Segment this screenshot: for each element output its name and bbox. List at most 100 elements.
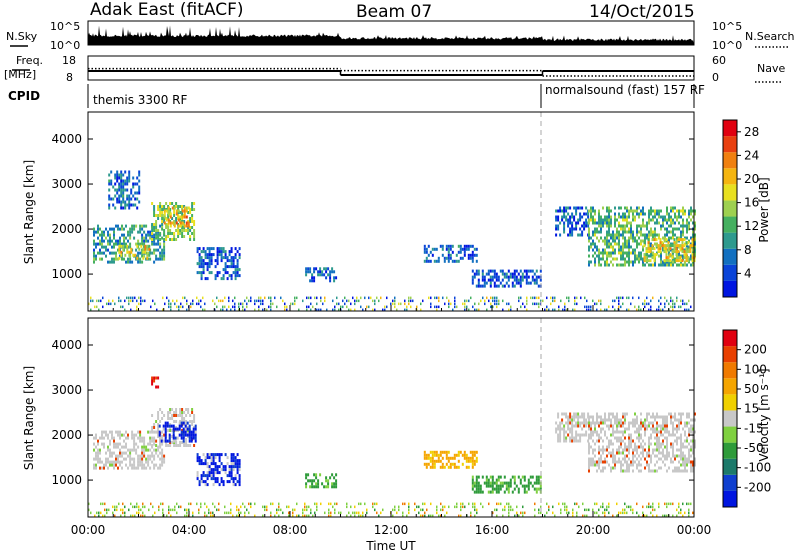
- heatmap-cell: [495, 487, 498, 491]
- heatmap-cell: [624, 454, 626, 458]
- heatmap-cell: [561, 412, 564, 416]
- heatmap-cell: [133, 227, 136, 231]
- heatmap-cell: [101, 230, 103, 234]
- heatmap-cell: [93, 436, 95, 440]
- heatmap-cell: [98, 511, 100, 515]
- heatmap-cell: [116, 191, 119, 195]
- heatmap-cell: [163, 439, 166, 443]
- heatmap-cell: [316, 508, 318, 512]
- heatmap-cell: [124, 308, 126, 312]
- heatmap-cell: [134, 253, 137, 257]
- heatmap-cell: [180, 433, 183, 437]
- heatmap-cell: [481, 490, 484, 494]
- heatmap-cell: [232, 256, 235, 260]
- heatmap-cell: [654, 448, 656, 452]
- heatmap-cell: [317, 482, 320, 486]
- heatmap-cell: [676, 514, 678, 518]
- heatmap-cell: [130, 247, 133, 251]
- heatmap-cell: [630, 236, 632, 240]
- heatmap-cell: [115, 239, 117, 243]
- heatmap-cell: [606, 218, 608, 222]
- heatmap-cell: [682, 454, 684, 458]
- heatmap-cell: [463, 247, 466, 251]
- heatmap-cell: [471, 478, 474, 482]
- heatmap-cell: [270, 296, 272, 300]
- heatmap-cell: [191, 411, 194, 414]
- heatmap-cell: [258, 308, 260, 312]
- heatmap-cell: [636, 257, 638, 261]
- heatmap-cell: [398, 508, 400, 512]
- heatmap-cell: [474, 308, 476, 312]
- heatmap-cell: [433, 247, 436, 251]
- velocity-ylabel: Slant Range [km]: [22, 366, 36, 470]
- heatmap-cell: [648, 308, 650, 312]
- heatmap-cell: [684, 454, 686, 458]
- power-x-ticks: [87, 305, 695, 311]
- heatmap-cell: [139, 454, 142, 458]
- heatmap-cell: [196, 271, 199, 275]
- heatmap-cell: [121, 445, 123, 449]
- heatmap-cell: [660, 433, 662, 437]
- heatmap-cell: [511, 281, 514, 285]
- heatmap-cell: [612, 257, 614, 261]
- heatmap-cell: [447, 459, 450, 463]
- heatmap-cell: [665, 250, 668, 254]
- heatmap-cell: [114, 505, 116, 509]
- heatmap-cell: [186, 433, 189, 437]
- heatmap-cell: [612, 430, 614, 434]
- heatmap-cell: [666, 230, 668, 234]
- heatmap-cell: [651, 247, 654, 251]
- heatmap-cell: [579, 218, 582, 222]
- heatmap-cell: [634, 460, 636, 464]
- heatmap-cell: [459, 450, 462, 454]
- heatmap-cell: [676, 466, 678, 470]
- heatmap-cell: [93, 251, 95, 255]
- heatmap-cell: [667, 256, 670, 260]
- heatmap-cell: [120, 508, 122, 512]
- heatmap-cell: [493, 269, 496, 273]
- heatmap-cell: [172, 433, 175, 437]
- heatmap-cell: [396, 511, 398, 515]
- heatmap-cell: [97, 439, 99, 443]
- heatmap-cell: [159, 238, 162, 241]
- heatmap-cell: [644, 305, 646, 309]
- heatmap-cell: [677, 256, 680, 260]
- heatmap-cell: [228, 250, 231, 254]
- heatmap-cell: [418, 505, 420, 509]
- heatmap-cell: [659, 238, 662, 242]
- heatmap-cell: [398, 505, 400, 509]
- heatmap-cell: [490, 305, 492, 309]
- heatmap-cell: [467, 244, 470, 248]
- heatmap-cell: [487, 272, 490, 276]
- heatmap-cell: [250, 505, 252, 509]
- heatmap-cell: [577, 218, 580, 222]
- heatmap-cell: [276, 305, 278, 309]
- heatmap-cell: [662, 415, 664, 419]
- heatmap-cell: [125, 260, 127, 264]
- heatmap-cell: [435, 247, 438, 251]
- heatmap-cell: [692, 418, 694, 422]
- heatmap-cell: [569, 439, 572, 443]
- heatmap-cell: [208, 471, 211, 475]
- heatmap-cell: [513, 272, 516, 276]
- heatmap-cell: [678, 448, 680, 452]
- heatmap-cell: [648, 233, 650, 237]
- heatmap-cell: [658, 212, 660, 216]
- heatmap-cell: [179, 215, 182, 219]
- heatmap-cell: [453, 259, 456, 263]
- heatmap-cell: [692, 427, 694, 431]
- heatmap-cell: [592, 433, 594, 437]
- heatmap-cell: [226, 277, 229, 281]
- heatmap-cell: [658, 445, 660, 449]
- heatmap-cell: [630, 421, 632, 425]
- heatmap-cell: [552, 308, 554, 312]
- heatmap-cell: [155, 229, 158, 232]
- heatmap-cell: [648, 448, 650, 452]
- heatmap-cell: [105, 457, 107, 461]
- heatmap-cell: [188, 439, 191, 443]
- heatmap-cell: [238, 474, 241, 478]
- heatmap-cell: [147, 454, 150, 458]
- heatmap-cell: [645, 253, 648, 257]
- heatmap-cell: [644, 466, 646, 470]
- heatmap-cell: [136, 299, 138, 303]
